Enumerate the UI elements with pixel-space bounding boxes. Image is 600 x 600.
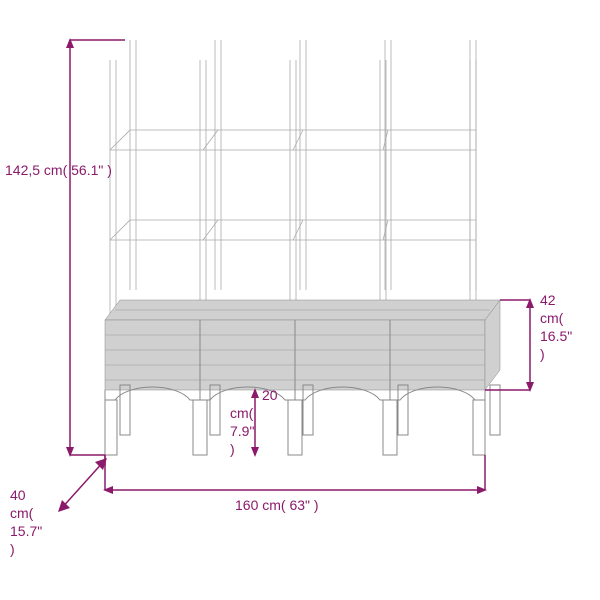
trellis-level-2: [110, 220, 476, 240]
dim-leg-height: 20 cm( 7.9" ): [230, 387, 281, 457]
dim-width: 160 cm( 63" ): [103, 455, 487, 513]
label-height-cm: 142,5 cm( 56.1" ): [5, 162, 112, 178]
label-width: 160 cm( 63" ): [235, 497, 319, 513]
label-box-height: 42 cm( 16.5" ): [540, 292, 576, 362]
dimension-diagram: 142,5 cm( 56.1" ) 42 cm( 16.5" ) 20 cm( …: [0, 0, 600, 600]
dim-depth: 40 cm( 15.7" ): [10, 455, 107, 557]
planter-box: [105, 300, 500, 390]
trellis-poles: [110, 40, 476, 330]
trellis-level-1: [110, 130, 476, 150]
dim-total-height: 142,5 cm( 56.1" ): [5, 38, 125, 457]
planter-legs: [105, 385, 500, 455]
label-depth: 40 cm( 15.7" ): [10, 487, 46, 557]
